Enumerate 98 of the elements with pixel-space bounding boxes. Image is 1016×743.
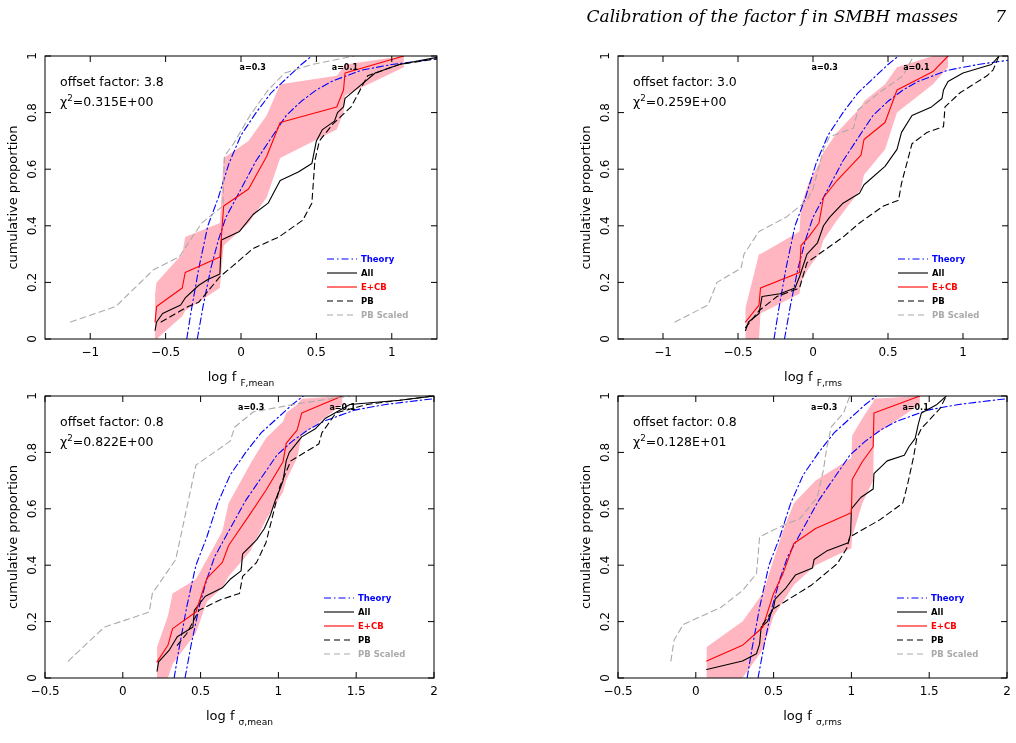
x-tick-label: 0 (237, 345, 245, 359)
line-series (746, 396, 877, 678)
legend-label: Theory (931, 593, 965, 603)
y-tick-label: 0.8 (598, 442, 612, 462)
x-tick-label: 1.5 (346, 684, 366, 698)
legend-label: All (361, 268, 374, 278)
x-axis-title: log f $_{σ,rms}$ (783, 708, 843, 727)
y-axis-title: cumulative proportion (5, 125, 20, 270)
legend-label: E+CB (361, 282, 387, 292)
annotation: offset factor: 0.8 (633, 414, 737, 429)
x-tick-label: 0.5 (191, 684, 211, 698)
y-axis-title: cumulative proportion (5, 464, 20, 610)
text: Calibration of the factor f in SMBH masses (586, 6, 959, 26)
annotation: offset factor: 0.8 (60, 414, 164, 429)
annotation: χ$^{2}$=0.822E+00 (60, 433, 154, 449)
y-tick-label: 0.2 (598, 612, 612, 632)
y-tick-label: 0.6 (25, 499, 39, 519)
legend-label: All (358, 607, 371, 617)
y-tick-label: 0.2 (25, 272, 39, 292)
y-axis-title: cumulative proportion (578, 125, 593, 270)
x-tick-label: 1 (387, 345, 396, 359)
x-axis-title: log f $_{F,mean}$ (207, 369, 275, 388)
y-axis-title: cumulative proportion (578, 464, 593, 610)
legend-label: All (931, 607, 944, 617)
legend-label: PB (931, 635, 944, 645)
y-tick-label: 0.2 (25, 612, 39, 632)
line-series (773, 56, 900, 339)
annotation: χ$^{2}$=0.315E+00 (60, 93, 154, 109)
x-tick-label: 1 (959, 345, 967, 359)
annotation: a=0.1 (331, 63, 359, 72)
y-tick-label: 1 (25, 392, 39, 400)
y-tick-label: 0.6 (598, 159, 612, 179)
x-tick-label: −1 (81, 345, 100, 359)
annotation: χ$^{2}$=0.128E+01 (633, 433, 727, 449)
x-tick-label: 0.5 (878, 345, 898, 359)
x-tick-label: 2 (430, 684, 438, 698)
annotation: offset factor: 3.0 (633, 74, 737, 89)
legend-label: All (932, 268, 945, 278)
x-tick-label: −0.5 (723, 345, 753, 359)
annotation: offset factor: 3.8 (60, 74, 164, 89)
y-tick-label: 1 (598, 392, 612, 400)
y-tick-label: 0.2 (598, 272, 612, 292)
legend-label: E+CB (931, 621, 957, 631)
legend-label: PB Scaled (932, 310, 980, 320)
annotation: χ$^{2}$=0.259E+00 (633, 93, 727, 109)
x-tick-label: −0.5 (603, 684, 633, 698)
x-tick-label: 0.5 (306, 345, 326, 359)
legend-label: PB (361, 296, 374, 306)
y-tick-label: 1 (25, 52, 39, 60)
y-tick-label: 0.8 (598, 103, 612, 123)
x-tick-label: 0 (118, 684, 127, 698)
annotation: a=0.3 (238, 403, 265, 412)
y-tick-label: 0.8 (25, 103, 39, 123)
y-tick-label: 0 (598, 674, 612, 682)
line-series (173, 396, 304, 678)
x-tick-label: 1 (847, 684, 856, 698)
annotation: a=0.1 (902, 403, 930, 412)
x-axis-title: log f $_{F,rms}$ (784, 369, 843, 388)
y-tick-label: 0 (598, 335, 612, 343)
legend-label: PB (932, 296, 945, 306)
legend-label: PB (358, 635, 371, 645)
legend-label: PB Scaled (358, 649, 406, 659)
y-tick-label: 0.4 (598, 216, 612, 236)
y-tick-label: 0.6 (598, 499, 612, 519)
x-tick-label: 1.5 (919, 684, 939, 698)
x-tick-label: 0.5 (764, 684, 784, 698)
annotation: a=0.3 (239, 63, 266, 72)
x-tick-label: 1 (274, 684, 283, 698)
y-tick-label: 0.4 (25, 216, 39, 236)
x-tick-label: 0 (691, 684, 700, 698)
x-tick-label: 2 (1003, 684, 1011, 698)
x-axis-title: log f $_{σ,mean}$ (205, 708, 274, 727)
legend-label: PB Scaled (931, 649, 979, 659)
legend-label: E+CB (358, 621, 384, 631)
annotation: a=0.3 (811, 403, 838, 412)
legend-label: PB Scaled (361, 310, 409, 320)
x-tick-label: 0 (809, 345, 817, 359)
y-tick-label: 0.8 (25, 442, 39, 462)
y-tick-label: 0.6 (25, 159, 39, 179)
legend-label: Theory (932, 254, 966, 264)
legend-label: Theory (361, 254, 395, 264)
y-tick-label: 0.4 (25, 555, 39, 575)
y-tick-label: 0 (25, 335, 39, 343)
y-tick-label: 0.4 (598, 555, 612, 575)
line-series (757, 398, 1006, 678)
line-series (186, 56, 313, 339)
y-tick-label: 0 (25, 674, 39, 682)
annotation: a=0.1 (903, 63, 930, 72)
text: 7 (995, 6, 1007, 26)
annotation: a=0.3 (811, 63, 838, 72)
legend-label: Theory (358, 593, 392, 603)
x-tick-label: −0.5 (30, 684, 60, 698)
line-series (196, 58, 437, 339)
y-tick-label: 1 (598, 52, 612, 60)
legend-label: E+CB (932, 282, 958, 292)
line-series (783, 59, 1008, 339)
x-tick-label: −1 (654, 345, 672, 359)
x-tick-label: −0.5 (151, 345, 181, 359)
